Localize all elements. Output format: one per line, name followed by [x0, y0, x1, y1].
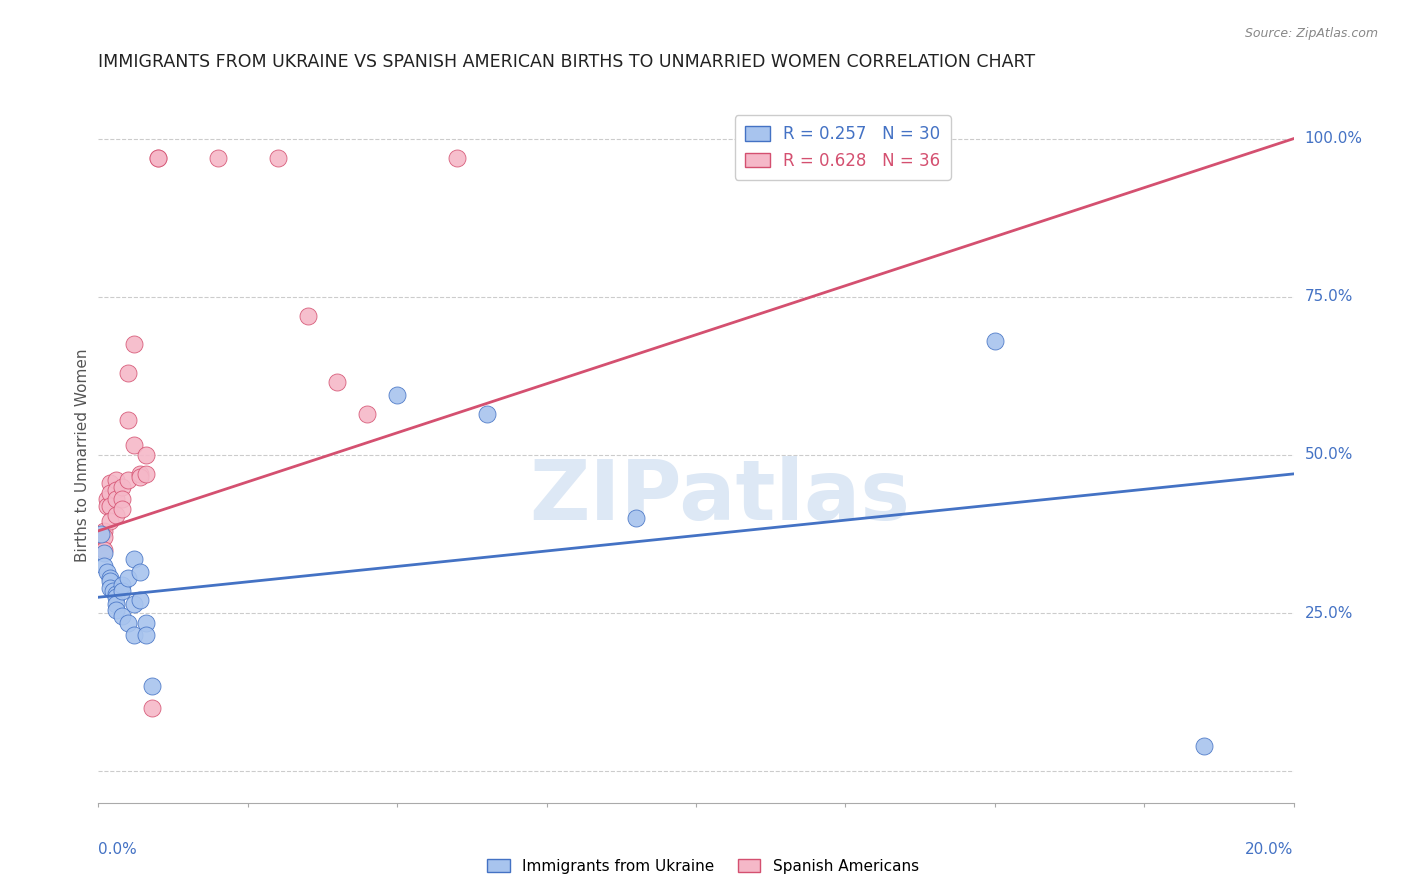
Point: [475, 407, 498, 421]
Point: [105, 591, 128, 605]
Point: [93, 542, 115, 557]
Point: [117, 473, 139, 487]
Point: [385, 388, 409, 402]
Point: [446, 151, 468, 165]
Point: [111, 577, 134, 591]
Point: [98, 581, 122, 595]
Point: [105, 483, 128, 497]
Point: [111, 583, 134, 598]
Text: IMMIGRANTS FROM UKRAINE VS SPANISH AMERICAN BIRTHS TO UNMARRIED WOMEN CORRELATIO: IMMIGRANTS FROM UKRAINE VS SPANISH AMERI…: [98, 54, 1036, 71]
Point: [124, 337, 146, 351]
Point: [326, 375, 349, 389]
Point: [93, 546, 115, 560]
Point: [117, 571, 139, 585]
Point: [356, 407, 378, 421]
Point: [983, 334, 1005, 348]
Point: [90, 536, 112, 550]
Point: [96, 565, 118, 579]
Point: [93, 530, 115, 544]
Point: [135, 448, 157, 462]
Text: ZIPatlas: ZIPatlas: [530, 456, 910, 537]
Text: 25.0%: 25.0%: [1305, 606, 1353, 621]
Point: [135, 628, 157, 642]
Point: [207, 151, 229, 165]
Point: [105, 587, 128, 601]
Point: [624, 511, 647, 525]
Point: [98, 499, 122, 513]
Text: 20.0%: 20.0%: [1246, 842, 1294, 856]
Point: [111, 501, 134, 516]
Point: [135, 467, 157, 481]
Point: [96, 499, 118, 513]
Point: [129, 565, 152, 579]
Point: [96, 492, 118, 507]
Text: 75.0%: 75.0%: [1305, 289, 1353, 304]
Point: [141, 701, 163, 715]
Point: [105, 473, 128, 487]
Point: [117, 366, 139, 380]
Point: [103, 583, 125, 598]
Point: [129, 593, 152, 607]
Point: [141, 679, 163, 693]
Point: [111, 492, 134, 507]
Text: 0.0%: 0.0%: [98, 842, 138, 856]
Point: [267, 151, 290, 165]
Text: 50.0%: 50.0%: [1305, 448, 1353, 462]
Point: [1192, 739, 1215, 753]
Point: [129, 470, 152, 484]
Point: [124, 438, 146, 452]
Point: [148, 151, 170, 165]
Point: [105, 597, 128, 611]
Point: [98, 486, 122, 500]
Point: [124, 597, 146, 611]
Point: [98, 571, 122, 585]
Point: [98, 574, 122, 589]
Point: [93, 524, 115, 538]
Text: Source: ZipAtlas.com: Source: ZipAtlas.com: [1244, 27, 1378, 40]
Point: [93, 558, 115, 573]
Legend: Immigrants from Ukraine, Spanish Americans: Immigrants from Ukraine, Spanish America…: [481, 853, 925, 880]
Point: [98, 514, 122, 528]
Y-axis label: Births to Unmarried Women: Births to Unmarried Women: [75, 348, 90, 562]
Point: [148, 151, 170, 165]
Point: [105, 603, 128, 617]
Point: [124, 628, 146, 642]
Text: 100.0%: 100.0%: [1305, 131, 1362, 146]
Point: [297, 309, 319, 323]
Point: [98, 476, 122, 491]
Point: [129, 467, 152, 481]
Point: [111, 479, 134, 493]
Point: [135, 615, 157, 630]
Point: [117, 615, 139, 630]
Point: [124, 552, 146, 566]
Point: [105, 492, 128, 507]
Point: [90, 527, 112, 541]
Point: [90, 527, 112, 541]
Point: [111, 609, 134, 624]
Point: [105, 508, 128, 522]
Point: [117, 413, 139, 427]
Legend: R = 0.257   N = 30, R = 0.628   N = 36: R = 0.257 N = 30, R = 0.628 N = 36: [735, 115, 950, 179]
